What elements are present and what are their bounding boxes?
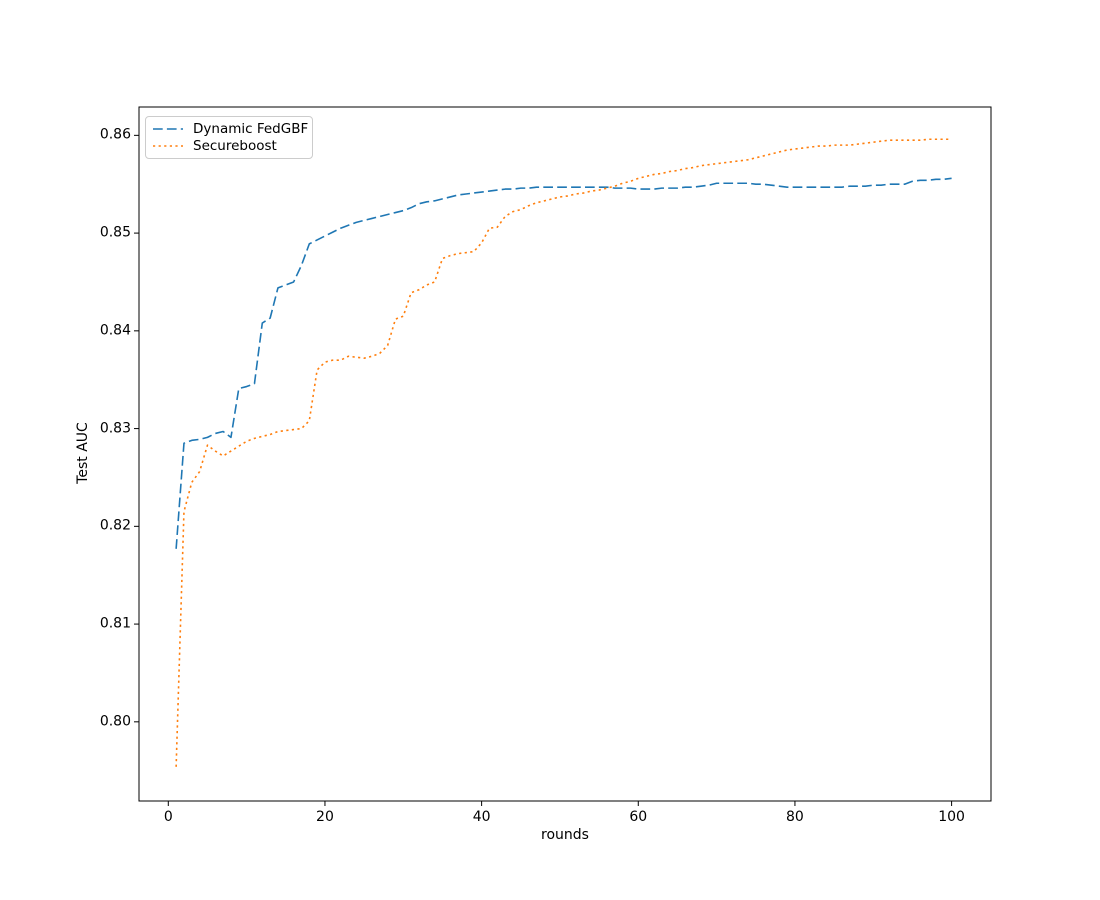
x-tick-label: 60 [629, 809, 648, 825]
legend-item: Secureboost [153, 138, 306, 156]
y-tick-label: 0.84 [99, 322, 131, 339]
y-tick-label: 0.83 [99, 419, 131, 436]
x-tick-label: 20 [316, 809, 334, 825]
legend-label: Dynamic FedGBF [193, 120, 309, 137]
y-tick-label: 0.86 [99, 126, 131, 143]
legend-label: Secureboost [193, 138, 277, 155]
legend: Dynamic FedGBF Secureboost [145, 116, 313, 159]
legend-dashed-line-icon [153, 127, 183, 130]
series-line-0 [175, 177, 952, 549]
y-axis-label: Test AUC [75, 422, 91, 484]
y-tick-label: 0.81 [99, 615, 131, 632]
x-tick-label: 40 [472, 809, 491, 825]
series-line-1 [175, 138, 952, 767]
y-tick-label: 0.82 [99, 517, 131, 534]
x-axis-label: rounds [541, 827, 589, 843]
x-tick-label: 80 [786, 809, 804, 825]
x-tick-label: 0 [163, 809, 173, 825]
y-tick-label: 0.85 [99, 224, 131, 241]
legend-item: Dynamic FedGBF [153, 120, 309, 138]
legend-dotted-line-icon [153, 145, 183, 148]
plot-spines [138, 106, 992, 802]
x-tick-label: 100 [938, 809, 965, 825]
y-tick-label: 0.80 [99, 713, 131, 730]
